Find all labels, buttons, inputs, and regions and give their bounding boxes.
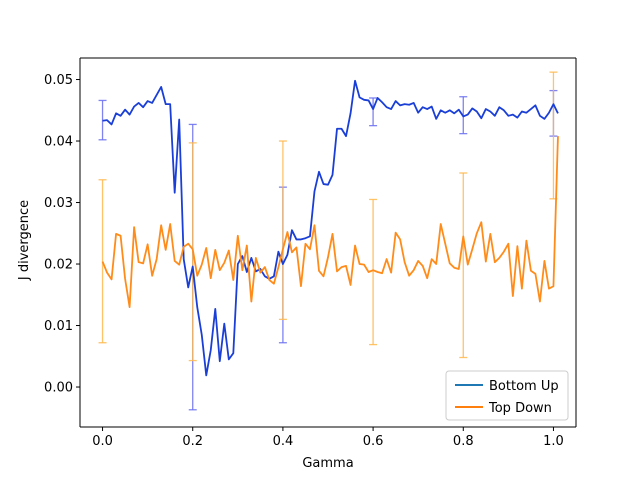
- y-axis: 0.00 0.01 0.02 0.03 0.04 0.05: [44, 58, 577, 427]
- x-tick-label: 0.4: [273, 434, 294, 449]
- y-axis-label: J divergence: [17, 200, 32, 281]
- x-axis: 0.0 0.2 0.4 0.6 0.8 1.0: [80, 57, 576, 449]
- top-down-series-line: [101, 136, 559, 308]
- x-tick-label: 0.2: [182, 434, 203, 449]
- legend: Bottom Up Top Down: [445, 370, 569, 421]
- y-tick-label: 0.00: [44, 381, 73, 396]
- y-tick-label: 0.05: [44, 73, 73, 88]
- x-tick-label: 0.8: [453, 434, 474, 449]
- y-tick-label: 0.02: [44, 258, 73, 273]
- x-tick-label: 1.0: [543, 434, 564, 449]
- plot-area: [98, 71, 559, 411]
- y-tick-label: 0.04: [44, 135, 73, 150]
- y-tick-label: 0.01: [44, 319, 73, 334]
- x-tick-label: 0.0: [92, 434, 113, 449]
- legend-label-bottom-up: Bottom Up: [489, 379, 559, 394]
- x-tick-label: 0.6: [363, 434, 384, 449]
- bottom-up-series-line: [102, 79, 559, 377]
- legend-label-top-down: Top Down: [488, 401, 552, 416]
- x-axis-label: Gamma: [302, 456, 353, 471]
- y-tick-label: 0.03: [44, 196, 73, 211]
